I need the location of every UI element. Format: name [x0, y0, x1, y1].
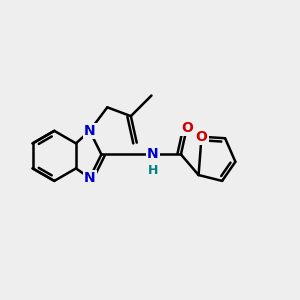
Text: N: N [147, 147, 159, 161]
Text: N: N [84, 124, 95, 138]
Text: H: H [148, 164, 158, 177]
Text: O: O [196, 130, 208, 144]
Text: O: O [181, 121, 193, 135]
Text: N: N [84, 171, 95, 185]
